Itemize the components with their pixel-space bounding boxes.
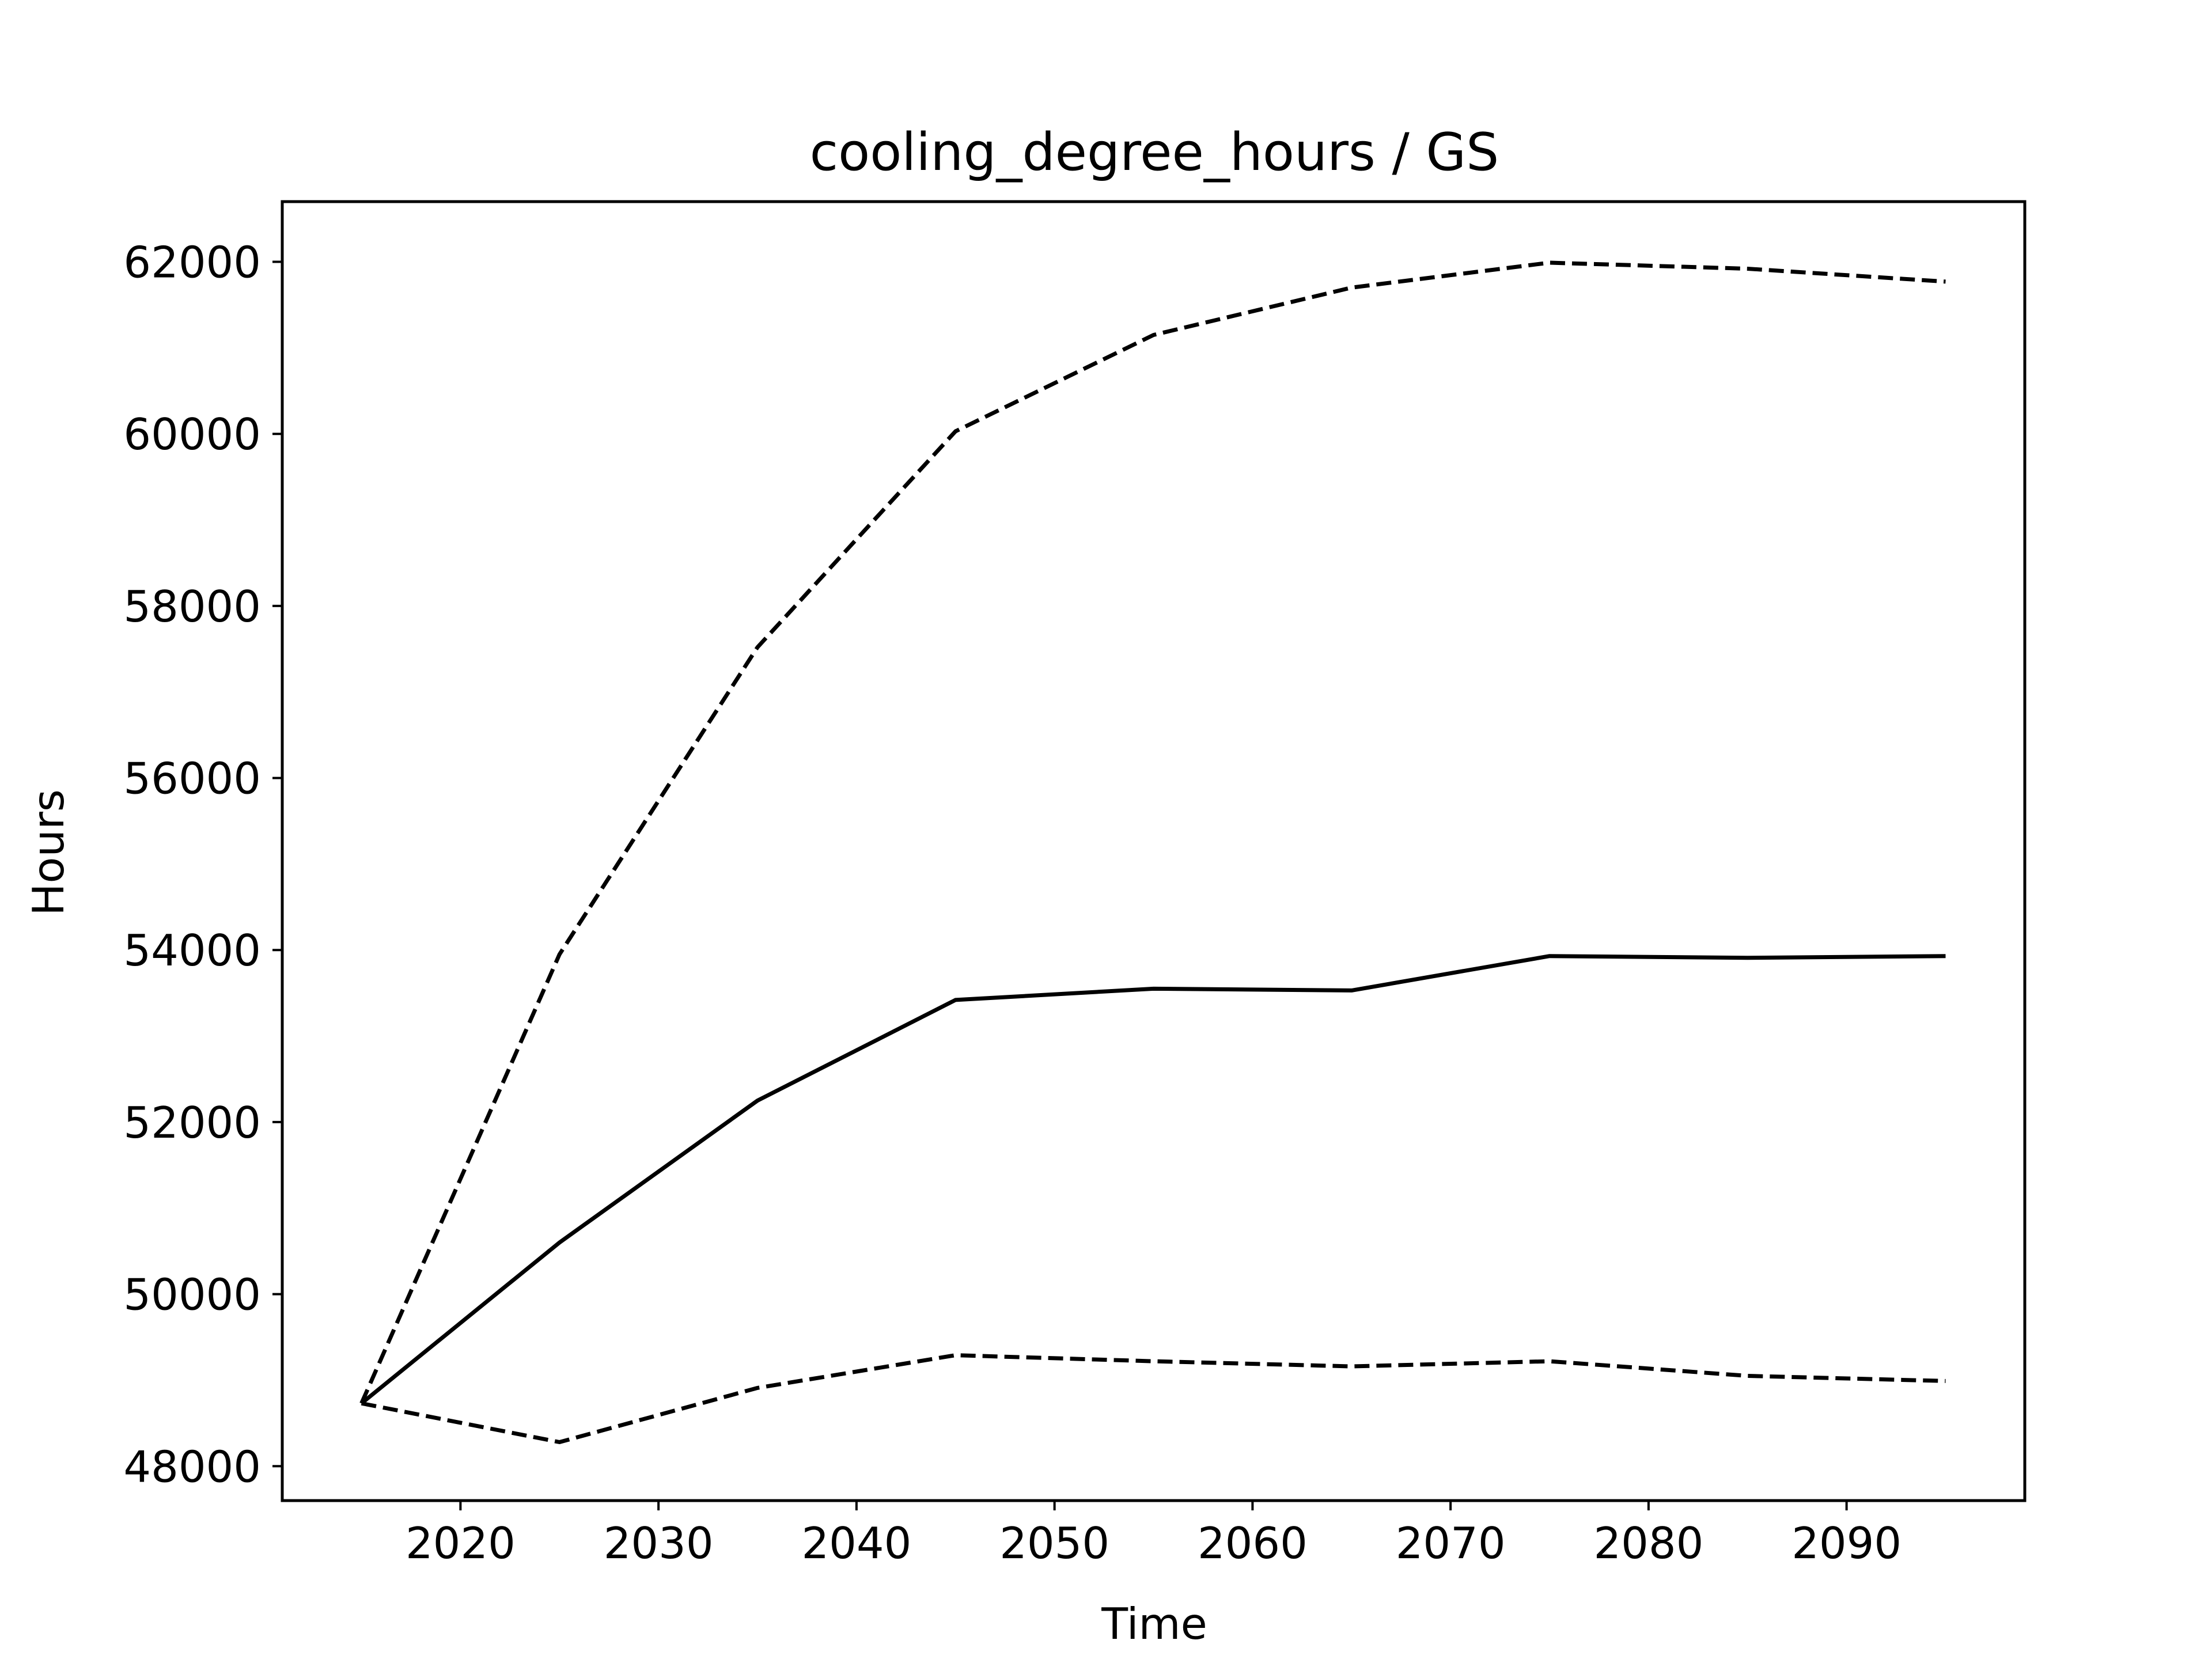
y-tick-label: 48000 xyxy=(123,1441,261,1492)
y-tick-label: 60000 xyxy=(123,409,261,460)
x-tick-label: 2050 xyxy=(999,1518,1109,1569)
plot-area-frame xyxy=(281,200,2027,1502)
y-tick-label: 52000 xyxy=(123,1097,261,1148)
y-tick-label: 56000 xyxy=(123,753,261,804)
upper-bound-line xyxy=(359,260,1946,1404)
x-tick-label: 2070 xyxy=(1396,1518,1506,1569)
series-layer xyxy=(359,260,1946,1444)
y-tick-label: 62000 xyxy=(123,237,261,288)
x-tick-label: 2020 xyxy=(406,1518,516,1569)
y-axis-label: Hours xyxy=(23,789,74,916)
y-axis-ticks: 48000 50000 52000 54000 56000 58000 60000 62000 xyxy=(123,237,282,1492)
x-tick-label: 2090 xyxy=(1791,1518,1902,1569)
lower-bound-line xyxy=(361,1353,1946,1444)
median-line xyxy=(360,954,1946,1405)
y-tick-label: 50000 xyxy=(123,1270,261,1320)
x-axis-ticks: 2020 2030 2040 2050 2060 2070 2080 2090 xyxy=(406,1501,1902,1569)
x-tick-label: 2030 xyxy=(604,1518,714,1569)
chart-title: cooling_degree_hours / GS xyxy=(810,122,1499,183)
x-tick-label: 2060 xyxy=(1198,1518,1308,1569)
y-tick-label: 58000 xyxy=(123,581,261,632)
y-tick-label: 54000 xyxy=(123,925,261,976)
x-tick-label: 2080 xyxy=(1593,1518,1703,1569)
x-tick-label: 2040 xyxy=(801,1518,911,1569)
x-axis-label: Time xyxy=(1101,1599,1207,1649)
